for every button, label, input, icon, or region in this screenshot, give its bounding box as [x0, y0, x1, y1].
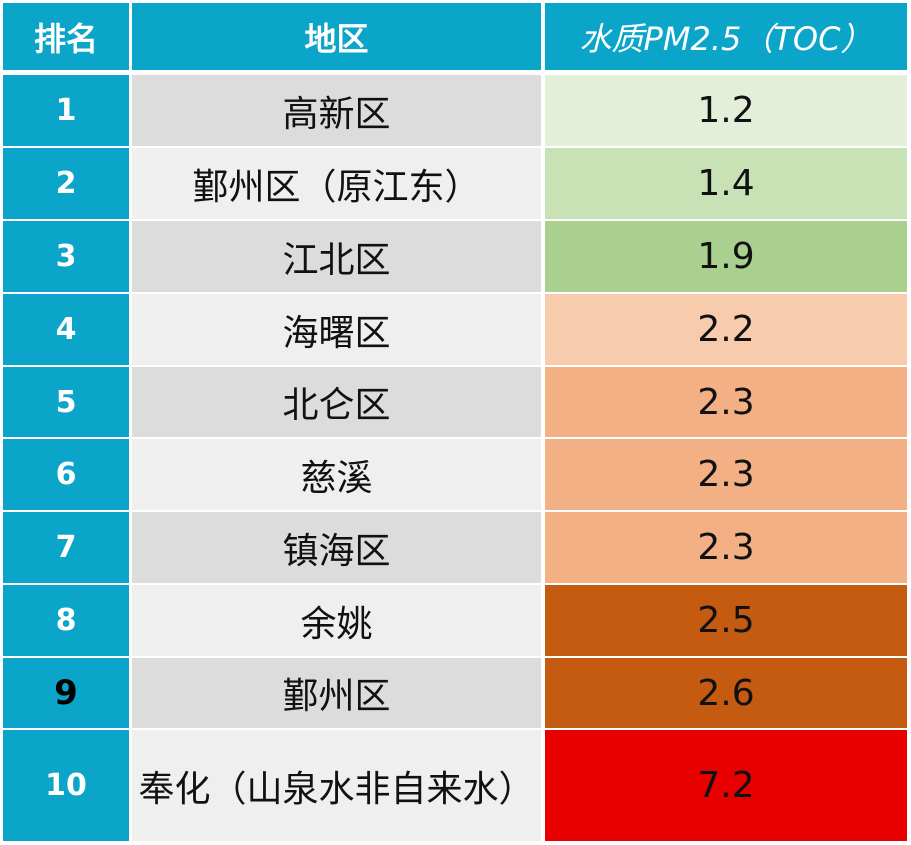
- region-cell: 奉化（山泉水非自来水）: [132, 730, 541, 841]
- header-region: 地区: [132, 3, 541, 70]
- rank-cell: 2: [3, 148, 129, 219]
- region-cell: 慈溪: [132, 439, 541, 510]
- value-cell: 2.5: [545, 585, 907, 656]
- rank-cell: 1: [3, 75, 129, 146]
- region-cell: 北仑区: [132, 367, 541, 437]
- region-cell: 海曙区: [132, 294, 541, 365]
- region-cell: 镇海区: [132, 512, 541, 583]
- region-cell: 鄞州区（原江东）: [132, 148, 541, 219]
- rank-cell: 5: [3, 367, 129, 437]
- value-cell: 2.3: [545, 512, 907, 583]
- rank-cell: 6: [3, 439, 129, 510]
- value-cell: 1.4: [545, 148, 907, 219]
- region-cell: 高新区: [132, 75, 541, 146]
- value-cell: 2.3: [545, 367, 907, 437]
- rank-cell: 7: [3, 512, 129, 583]
- value-cell: 2.6: [545, 658, 907, 728]
- value-cell: 2.2: [545, 294, 907, 365]
- region-cell: 余姚: [132, 585, 541, 656]
- rank-cell: 3: [3, 221, 129, 292]
- header-rank: 排名: [3, 3, 129, 70]
- region-cell: 江北区: [132, 221, 541, 292]
- header-value: 水质PM2.5（TOC）: [545, 3, 907, 70]
- rank-cell: 8: [3, 585, 129, 656]
- region-cell: 鄞州区: [132, 658, 541, 728]
- value-cell: 7.2: [545, 730, 907, 841]
- rank-cell: 4: [3, 294, 129, 365]
- rank-cell: 10: [3, 730, 129, 841]
- rank-cell: 9: [3, 658, 129, 728]
- value-cell: 2.3: [545, 439, 907, 510]
- value-cell: 1.9: [545, 221, 907, 292]
- value-cell: 1.2: [545, 75, 907, 146]
